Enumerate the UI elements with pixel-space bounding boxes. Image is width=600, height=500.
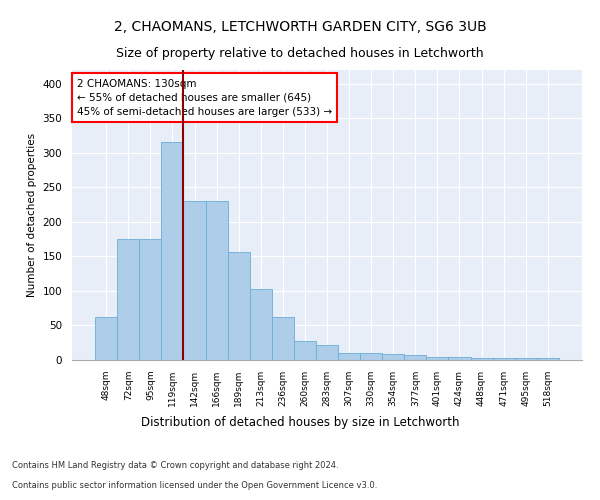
Bar [316,345,338,360]
Text: Contains HM Land Registry data © Crown copyright and database right 2024.: Contains HM Land Registry data © Crown c… [12,461,338,470]
Text: Contains public sector information licensed under the Open Government Licence v3: Contains public sector information licen… [12,481,377,490]
Bar [161,142,184,360]
Bar [338,353,360,360]
Bar [294,340,316,360]
Text: Size of property relative to detached houses in Letchworth: Size of property relative to detached ho… [116,48,484,60]
Bar [272,317,294,360]
Bar [448,357,470,360]
Bar [404,355,427,360]
Bar [427,356,448,360]
Bar [250,289,272,360]
Bar [184,201,206,360]
Text: 2 CHAOMANS: 130sqm
← 55% of detached houses are smaller (645)
45% of semi-detach: 2 CHAOMANS: 130sqm ← 55% of detached hou… [77,78,332,116]
Bar [515,358,537,360]
Bar [537,358,559,360]
Text: Distribution of detached houses by size in Letchworth: Distribution of detached houses by size … [141,416,459,429]
Bar [206,201,227,360]
Bar [95,317,117,360]
Bar [117,239,139,360]
Bar [470,358,493,360]
Bar [382,354,404,360]
Y-axis label: Number of detached properties: Number of detached properties [27,133,37,297]
Bar [360,353,382,360]
Text: 2, CHAOMANS, LETCHWORTH GARDEN CITY, SG6 3UB: 2, CHAOMANS, LETCHWORTH GARDEN CITY, SG6… [113,20,487,34]
Bar [493,358,515,360]
Bar [227,252,250,360]
Bar [139,239,161,360]
